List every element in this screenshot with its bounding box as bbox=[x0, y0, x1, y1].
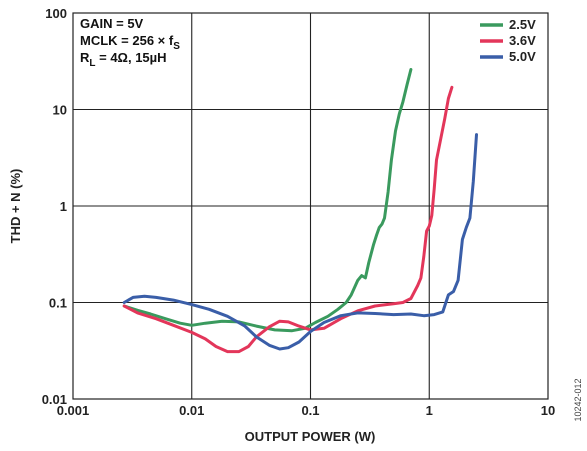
legend-label: 3.6V bbox=[509, 33, 536, 48]
annotation-rl-main: R bbox=[80, 50, 90, 65]
annotation-rl: RL = 4Ω, 15µH bbox=[80, 50, 167, 69]
annotation-mclk-sub: S bbox=[173, 41, 180, 52]
grid-lines bbox=[73, 13, 548, 399]
y-axis-title: THD + N (%) bbox=[8, 169, 23, 244]
series-line-3-6v bbox=[122, 85, 454, 354]
x-tick-label: 0.01 bbox=[179, 403, 204, 418]
legend: 2.5V3.6V5.0V bbox=[480, 17, 536, 64]
series-layer bbox=[122, 68, 478, 354]
x-tick-label: 10 bbox=[541, 403, 555, 418]
figure-id: 10242-012 bbox=[573, 378, 583, 421]
x-axis-title: OUTPUT POWER (W) bbox=[245, 429, 376, 444]
y-tick-label: 100 bbox=[45, 6, 67, 21]
y-tick-label: 0.1 bbox=[49, 296, 67, 311]
annotation-mclk: MCLK = 256 × fS bbox=[80, 33, 180, 52]
annotation-rl-rest: = 4Ω, 15µH bbox=[96, 50, 167, 65]
annotation-box: GAIN = 5V MCLK = 256 × fS RL = 4Ω, 15µH bbox=[80, 16, 180, 69]
y-tick-label: 0.01 bbox=[42, 392, 67, 407]
x-tick-label: 0.1 bbox=[301, 403, 319, 418]
series-line-2-5v bbox=[122, 68, 413, 333]
annotation-mclk-main: MCLK = 256 × f bbox=[80, 33, 174, 48]
y-tick-label: 10 bbox=[53, 103, 67, 118]
x-tick-label: 0.001 bbox=[57, 403, 90, 418]
legend-label: 2.5V bbox=[509, 17, 536, 32]
x-tick-label: 1 bbox=[426, 403, 433, 418]
annotation-rl-sub: L bbox=[89, 58, 95, 69]
annotation-gain: GAIN = 5V bbox=[80, 16, 144, 31]
legend-label: 5.0V bbox=[509, 49, 536, 64]
series-line-5-0v bbox=[122, 133, 478, 351]
y-tick-label: 1 bbox=[60, 199, 67, 214]
